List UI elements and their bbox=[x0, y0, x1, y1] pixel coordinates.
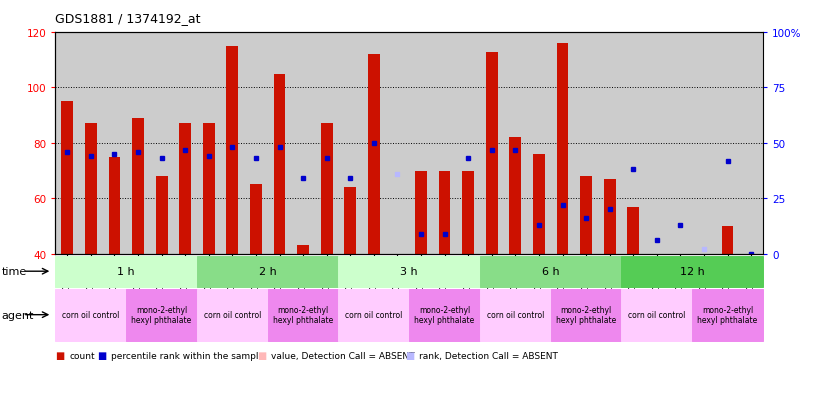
Text: mono-2-ethyl
hexyl phthalate: mono-2-ethyl hexyl phthalate bbox=[415, 305, 475, 325]
Bar bbox=[463, 171, 474, 254]
Bar bbox=[297, 246, 309, 254]
Text: count: count bbox=[69, 351, 95, 360]
Text: corn oil control: corn oil control bbox=[204, 311, 261, 319]
Bar bbox=[203, 124, 215, 254]
Text: percentile rank within the sample: percentile rank within the sample bbox=[111, 351, 264, 360]
Bar bbox=[109, 157, 120, 254]
Bar bbox=[486, 52, 498, 254]
Text: agent: agent bbox=[2, 310, 34, 320]
Text: corn oil control: corn oil control bbox=[486, 311, 544, 319]
Bar bbox=[716, 33, 739, 254]
Bar bbox=[85, 124, 97, 254]
Bar bbox=[126, 33, 150, 254]
Bar bbox=[668, 33, 692, 254]
Text: mono-2-ethyl
hexyl phthalate: mono-2-ethyl hexyl phthalate bbox=[273, 305, 333, 325]
Bar bbox=[150, 33, 173, 254]
Text: rank, Detection Call = ABSENT: rank, Detection Call = ABSENT bbox=[419, 351, 558, 360]
Text: time: time bbox=[2, 266, 27, 277]
Bar bbox=[622, 33, 645, 254]
Text: GDS1881 / 1374192_at: GDS1881 / 1374192_at bbox=[55, 12, 201, 25]
Bar bbox=[509, 138, 521, 254]
Bar bbox=[480, 33, 503, 254]
Text: 12 h: 12 h bbox=[680, 266, 704, 277]
Bar bbox=[739, 33, 763, 254]
Bar bbox=[368, 55, 379, 254]
Text: mono-2-ethyl
hexyl phthalate: mono-2-ethyl hexyl phthalate bbox=[698, 305, 758, 325]
Bar bbox=[156, 177, 167, 254]
Bar bbox=[173, 33, 197, 254]
Bar bbox=[604, 179, 615, 254]
Bar bbox=[415, 171, 427, 254]
Bar bbox=[692, 33, 716, 254]
Bar bbox=[456, 33, 480, 254]
Text: corn oil control: corn oil control bbox=[628, 311, 685, 319]
Bar bbox=[268, 33, 291, 254]
Bar bbox=[598, 33, 622, 254]
Bar bbox=[132, 119, 144, 254]
Bar bbox=[439, 171, 450, 254]
Bar bbox=[645, 33, 668, 254]
Bar bbox=[244, 33, 268, 254]
Bar bbox=[220, 33, 244, 254]
Bar bbox=[362, 33, 386, 254]
Bar bbox=[273, 74, 286, 254]
Bar bbox=[580, 177, 592, 254]
Bar bbox=[227, 47, 238, 254]
Text: ■: ■ bbox=[406, 350, 415, 360]
Bar bbox=[103, 33, 126, 254]
Text: mono-2-ethyl
hexyl phthalate: mono-2-ethyl hexyl phthalate bbox=[556, 305, 616, 325]
Bar bbox=[321, 124, 333, 254]
Bar bbox=[291, 33, 315, 254]
Bar bbox=[344, 188, 356, 254]
Bar bbox=[339, 33, 362, 254]
Bar bbox=[250, 185, 262, 254]
Text: 2 h: 2 h bbox=[259, 266, 277, 277]
Bar bbox=[61, 102, 73, 254]
Bar bbox=[721, 226, 734, 254]
Bar bbox=[79, 33, 103, 254]
Bar bbox=[432, 33, 456, 254]
Bar bbox=[551, 33, 574, 254]
Bar bbox=[533, 154, 545, 254]
Bar bbox=[628, 207, 639, 254]
Text: ■: ■ bbox=[55, 350, 64, 360]
Bar bbox=[315, 33, 339, 254]
Text: ■: ■ bbox=[97, 350, 106, 360]
Text: 3 h: 3 h bbox=[401, 266, 418, 277]
Bar bbox=[557, 44, 569, 254]
Bar bbox=[55, 33, 79, 254]
Bar bbox=[386, 33, 409, 254]
Text: corn oil control: corn oil control bbox=[345, 311, 402, 319]
Bar bbox=[180, 124, 191, 254]
Text: corn oil control: corn oil control bbox=[62, 311, 120, 319]
Bar bbox=[503, 33, 527, 254]
Text: value, Detection Call = ABSENT: value, Detection Call = ABSENT bbox=[272, 351, 415, 360]
Text: ■: ■ bbox=[258, 350, 267, 360]
Text: 6 h: 6 h bbox=[542, 266, 560, 277]
Bar bbox=[527, 33, 551, 254]
Bar bbox=[409, 33, 432, 254]
Bar bbox=[197, 33, 220, 254]
Text: 1 h: 1 h bbox=[118, 266, 135, 277]
Text: mono-2-ethyl
hexyl phthalate: mono-2-ethyl hexyl phthalate bbox=[131, 305, 192, 325]
Bar bbox=[574, 33, 598, 254]
